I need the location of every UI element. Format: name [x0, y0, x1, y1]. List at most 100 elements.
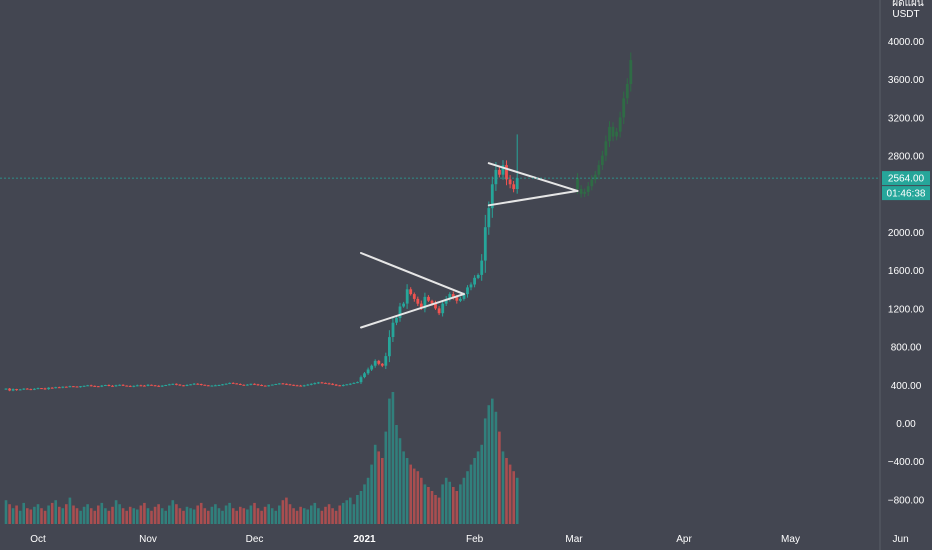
volume-bar [217, 508, 221, 524]
projection-body [579, 189, 583, 194]
volume-bar [494, 411, 498, 524]
volume-bar [416, 471, 420, 524]
volume-bar [444, 477, 448, 524]
volume-bar [242, 508, 246, 524]
volume-bar [267, 504, 270, 524]
candle-body [89, 385, 93, 387]
candle-body [288, 384, 292, 386]
volume-bar [508, 464, 512, 524]
candle-body [178, 384, 182, 386]
volume-bar [459, 484, 462, 524]
projection-body [593, 174, 597, 180]
volume-bar [93, 510, 97, 524]
candle-body [366, 369, 370, 374]
projection-body [608, 126, 611, 142]
symmetrical-triangle-1 [360, 252, 465, 329]
volume-bar [253, 502, 256, 524]
y-tick-label: −800.00 [888, 495, 925, 506]
volume-bar [196, 505, 199, 524]
candle-body [462, 294, 466, 299]
volume-bar [498, 431, 501, 524]
volume-bar [441, 484, 444, 524]
projection-body [625, 84, 629, 99]
volume-bar [210, 506, 214, 524]
candle-body [167, 384, 171, 386]
volume-bar [455, 491, 459, 524]
volume-bar [8, 504, 11, 524]
y-tick-label: 1600.00 [888, 266, 925, 277]
y-tick-label: −400.00 [888, 457, 925, 468]
candle-body [437, 308, 441, 314]
candle-body [238, 384, 242, 385]
volume-bar [207, 510, 210, 524]
volume-bar [224, 505, 228, 524]
volume-bar [341, 502, 345, 524]
candle-body [8, 388, 11, 391]
volume-bar [26, 508, 29, 524]
candle-body [309, 383, 313, 385]
candle-body [416, 298, 420, 304]
volume-bar [100, 502, 104, 524]
volume-bar [249, 505, 253, 524]
candle-body [242, 384, 246, 386]
candle-body [466, 287, 469, 295]
volume-bar [334, 510, 338, 524]
candle-body [118, 384, 121, 386]
volume-bar [405, 458, 409, 524]
y-tick-label: 1200.00 [888, 304, 925, 315]
volume-bar [381, 458, 384, 524]
volume-bar [345, 500, 349, 524]
candle-body [121, 384, 125, 386]
volume-bar [33, 506, 36, 524]
current-price-label: 2564.00 [888, 174, 925, 185]
candle-body [419, 303, 423, 309]
volume-bar [199, 502, 203, 524]
candle-body [11, 389, 15, 391]
candle-body [313, 383, 317, 385]
volume-bar [430, 491, 434, 524]
candle-body [512, 184, 516, 190]
volume-bar [295, 510, 299, 524]
candle-body [412, 294, 416, 299]
volume-bar [412, 468, 416, 524]
candle-body [359, 377, 363, 383]
candle-body [459, 298, 462, 301]
candle-body [398, 306, 402, 318]
countdown-tag-bg [882, 186, 930, 201]
candle-body [299, 385, 303, 387]
volume-bar [320, 510, 324, 524]
volume-bar [476, 451, 480, 524]
pattern-annotations [360, 162, 579, 329]
volume-bar [263, 506, 267, 524]
x-tick-label: Nov [139, 534, 157, 545]
candle-body [267, 385, 271, 387]
volume-bar [274, 510, 278, 524]
candle-body [61, 386, 65, 388]
candle-body [430, 300, 434, 304]
volume-bar [18, 510, 22, 524]
volume-bar [153, 506, 157, 524]
volume-bar [356, 495, 359, 524]
candle-body [331, 383, 334, 385]
candle-body [317, 382, 320, 384]
volume-bar [501, 451, 505, 524]
candle-body [480, 260, 484, 275]
candle-body [455, 296, 459, 301]
volume-bar [157, 504, 160, 524]
candle-body [192, 383, 196, 385]
volume-bar [420, 477, 423, 524]
projection-body [604, 141, 608, 156]
volume-bar [54, 500, 57, 524]
currency-label-top: ผิดแผน [892, 0, 924, 9]
candle-body [185, 385, 189, 386]
current-price-tag-bg [882, 171, 930, 186]
volume-bar [111, 506, 114, 524]
volume-bar [114, 500, 118, 524]
candle-body [203, 384, 207, 386]
candle-body [334, 384, 338, 386]
candle-body [253, 383, 256, 385]
candle-body [395, 317, 398, 323]
volume-bar [146, 508, 150, 524]
